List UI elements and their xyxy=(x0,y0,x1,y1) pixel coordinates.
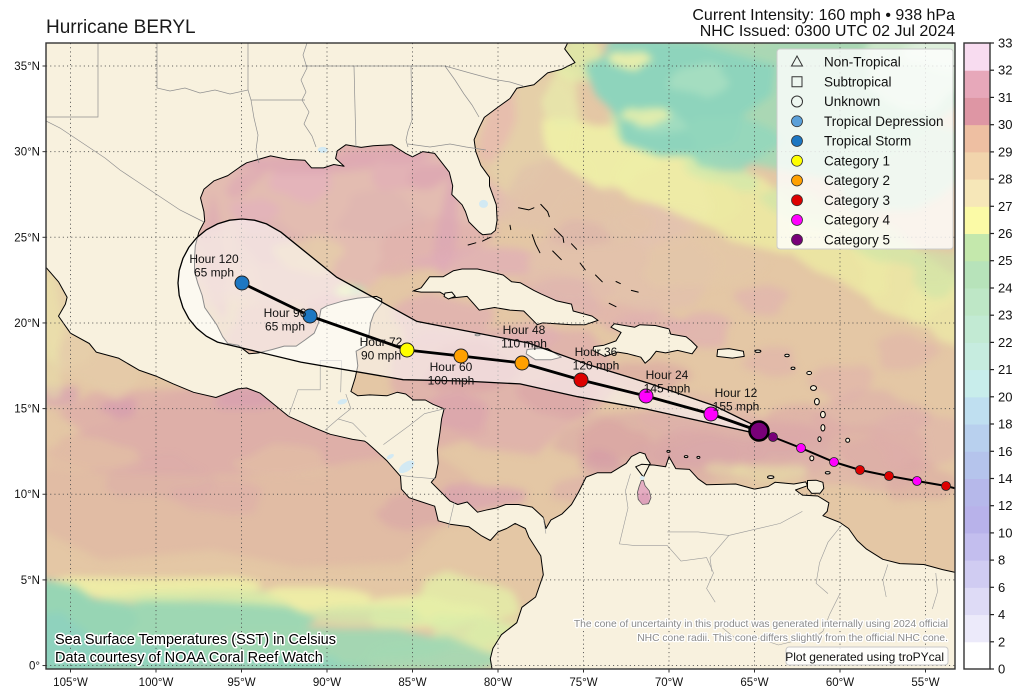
svg-text:Hour 12: Hour 12 xyxy=(715,386,758,400)
svg-text:25°N: 25°N xyxy=(14,232,40,244)
svg-text:85°W: 85°W xyxy=(398,677,426,689)
svg-text:NHC Issued: 0300 UTC 02 Jul 20: NHC Issued: 0300 UTC 02 Jul 2024 xyxy=(700,23,955,40)
svg-text:18: 18 xyxy=(998,417,1012,432)
svg-text:NHC cone radii. This cone diff: NHC cone radii. This cone differs slight… xyxy=(637,633,948,644)
svg-text:Hurricane BERYL: Hurricane BERYL xyxy=(46,17,196,38)
svg-text:65°W: 65°W xyxy=(740,677,768,689)
svg-text:Hour 96: Hour 96 xyxy=(264,306,307,320)
svg-text:25: 25 xyxy=(998,253,1012,268)
svg-text:Hour 72: Hour 72 xyxy=(360,335,403,349)
svg-text:21: 21 xyxy=(998,362,1012,377)
svg-text:2: 2 xyxy=(998,634,1005,649)
svg-text:145 mph: 145 mph xyxy=(644,382,691,396)
svg-text:Tropical Storm: Tropical Storm xyxy=(824,134,911,149)
svg-text:6: 6 xyxy=(998,580,1005,595)
svg-text:Tropical Depression: Tropical Depression xyxy=(824,114,944,129)
svg-text:28: 28 xyxy=(998,172,1012,187)
svg-text:100°W: 100°W xyxy=(139,677,174,689)
svg-text:Category 4: Category 4 xyxy=(824,213,891,228)
svg-text:4: 4 xyxy=(998,607,1005,622)
svg-text:15°N: 15°N xyxy=(14,404,40,416)
svg-text:0°: 0° xyxy=(29,661,40,673)
svg-text:Data courtesy of NOAA Coral Re: Data courtesy of NOAA Coral Reef Watch xyxy=(55,650,323,666)
svg-text:35°N: 35°N xyxy=(14,61,40,73)
svg-text:90 mph: 90 mph xyxy=(361,349,401,363)
svg-text:20: 20 xyxy=(998,389,1012,404)
svg-text:Hour 60: Hour 60 xyxy=(430,360,473,374)
svg-text:30°N: 30°N xyxy=(14,147,40,159)
svg-text:5°N: 5°N xyxy=(21,575,40,587)
svg-text:Hour 36: Hour 36 xyxy=(575,345,618,359)
svg-text:14: 14 xyxy=(998,471,1012,486)
svg-text:Subtropical: Subtropical xyxy=(824,74,892,89)
svg-text:90°W: 90°W xyxy=(313,677,341,689)
svg-text:23: 23 xyxy=(998,308,1012,323)
svg-text:29: 29 xyxy=(998,144,1012,159)
svg-text:105°W: 105°W xyxy=(53,677,88,689)
svg-text:0: 0 xyxy=(998,662,1005,677)
svg-text:Category 1: Category 1 xyxy=(824,153,890,168)
svg-text:Sea Surface Temperatures (SST): Sea Surface Temperatures (SST) in Celsiu… xyxy=(55,632,336,648)
svg-text:100 mph: 100 mph xyxy=(428,374,475,388)
svg-text:120 mph: 120 mph xyxy=(573,359,620,373)
svg-text:The cone of uncertainty in thi: The cone of uncertainty in this product … xyxy=(574,619,948,630)
svg-text:65 mph: 65 mph xyxy=(194,266,234,280)
svg-text:26: 26 xyxy=(998,226,1012,241)
svg-text:70°W: 70°W xyxy=(655,677,683,689)
svg-text:Hour 120: Hour 120 xyxy=(189,252,239,266)
svg-text:32: 32 xyxy=(998,63,1012,78)
svg-text:Category 3: Category 3 xyxy=(824,193,890,208)
svg-text:8: 8 xyxy=(998,553,1005,568)
svg-text:24: 24 xyxy=(998,281,1012,296)
svg-text:31: 31 xyxy=(998,90,1012,105)
svg-text:22: 22 xyxy=(998,335,1012,350)
svg-text:16: 16 xyxy=(998,444,1012,459)
svg-text:155 mph: 155 mph xyxy=(713,400,760,414)
svg-text:12: 12 xyxy=(998,498,1012,513)
svg-text:75°W: 75°W xyxy=(569,677,597,689)
svg-text:27: 27 xyxy=(998,199,1012,214)
svg-text:Plot generated using troPYcal: Plot generated using troPYcal xyxy=(785,650,944,664)
svg-text:80°W: 80°W xyxy=(484,677,512,689)
svg-text:Non-Tropical: Non-Tropical xyxy=(824,55,901,70)
svg-text:Unknown: Unknown xyxy=(824,94,880,109)
svg-text:110 mph: 110 mph xyxy=(501,337,547,351)
svg-text:Current Intensity: 160 mph • 9: Current Intensity: 160 mph • 938 hPa xyxy=(692,7,955,24)
svg-text:60°W: 60°W xyxy=(826,677,854,689)
svg-text:Hour 24: Hour 24 xyxy=(646,368,689,382)
svg-text:10°N: 10°N xyxy=(14,489,40,501)
svg-text:Hour 48: Hour 48 xyxy=(503,323,546,337)
svg-text:65 mph: 65 mph xyxy=(265,320,305,334)
svg-text:55°W: 55°W xyxy=(911,677,939,689)
svg-text:Category 5: Category 5 xyxy=(824,232,890,247)
svg-text:33: 33 xyxy=(998,36,1012,51)
svg-text:20°N: 20°N xyxy=(14,318,40,330)
svg-text:Category 2: Category 2 xyxy=(824,173,890,188)
svg-text:30: 30 xyxy=(998,117,1012,132)
svg-text:10: 10 xyxy=(998,525,1012,540)
svg-text:95°W: 95°W xyxy=(227,677,255,689)
